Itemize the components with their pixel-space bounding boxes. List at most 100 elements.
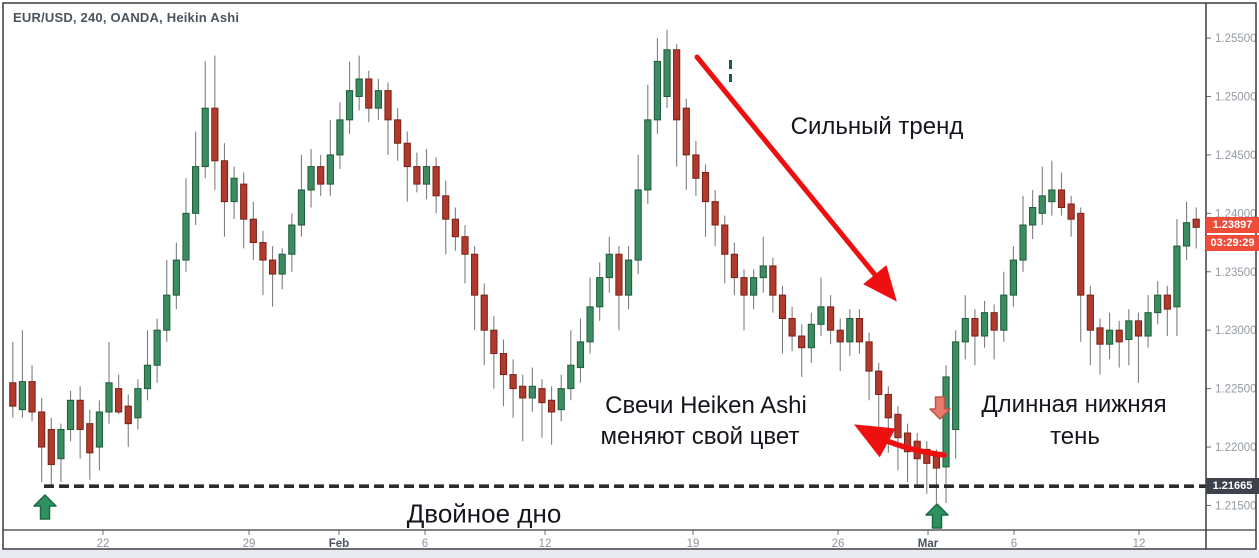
candle [38,411,46,448]
time-tick-label: 6 [1011,538,1017,550]
candle [807,323,815,349]
candle [586,306,594,343]
candle [1154,294,1162,314]
candle [297,189,306,226]
candle [28,381,36,413]
candle [903,432,912,453]
candle [9,382,17,407]
candles-series [9,29,1200,504]
time-tick-label: 29 [243,538,256,550]
time-tick-label: Feb [329,538,349,550]
candle [1000,294,1008,331]
candle [952,341,960,431]
candle [490,329,498,355]
candle [76,399,84,431]
candle [1038,195,1046,214]
long-shadow-label-line2: тень [1050,423,1100,450]
candle [1182,222,1191,247]
candle [663,49,671,97]
candle [1173,245,1181,308]
candle [471,253,479,296]
candle [374,90,383,109]
candle [971,317,979,337]
price-tick-label: 1.23000 [1215,325,1257,337]
candle [817,306,825,325]
strong-trend-label: Сильный тренд [790,113,964,140]
price-tick-label: 1.25000 [1215,91,1257,103]
candle [769,265,777,296]
candle [557,388,565,411]
candle [673,49,681,121]
countdown-badge: 03:29:29 [1206,235,1259,251]
candle [836,329,844,343]
candle [288,224,296,255]
double-bottom-level-badge: 1.21665 [1206,478,1259,494]
candle [355,78,363,97]
candle [249,218,257,244]
candle [788,317,796,337]
candle [826,306,835,331]
candle [336,119,344,156]
candle [942,376,950,468]
candle [1048,189,1056,203]
candle [567,364,575,390]
price-tick-label: 1.22500 [1215,384,1257,396]
candle [1009,259,1017,296]
candle [134,388,142,419]
candle [961,317,969,343]
candle [923,448,931,464]
candle [307,166,315,191]
candle [547,399,556,413]
candle [403,142,411,168]
chart-frame [2,2,1257,550]
candle [365,78,373,109]
candle [95,411,103,448]
price-tick-label: 1.25500 [1215,33,1257,45]
candle [115,388,123,413]
candle [345,90,354,121]
strong-trend-arrow [694,54,897,302]
chart-title: EUR/USD, 240, OANDA, Heikin Ashi [13,10,240,25]
candle [480,294,488,331]
time-tick-label: 19 [687,538,700,550]
time-axis[interactable]: 22 29 Feb 6 12 19 26 Mar 6 12 [97,530,1146,550]
candle [730,253,738,279]
candle [624,259,633,296]
candle [576,341,585,369]
candle [1106,329,1114,345]
candle [711,201,719,226]
color-change-label-line1: Свечи Heiken Ashi [605,392,807,419]
candle [1057,189,1066,208]
candle [519,385,527,399]
candle [1019,224,1027,261]
candle [1067,203,1075,220]
candle [653,60,662,121]
double-bottom-label: Двойное дно [406,498,562,529]
candle [1192,218,1200,228]
buy-arrow-second-bottom [925,503,949,529]
candle [1096,327,1104,345]
candle [740,277,748,296]
candle [220,160,229,203]
candle [798,335,806,349]
candle [894,413,902,439]
candle [163,294,171,331]
candle [105,382,113,413]
current-price-badge: 1.23897 [1206,217,1259,233]
candle [682,107,690,156]
price-axis[interactable]: 1.255001.250001.245001.240001.235001.230… [1206,33,1257,512]
candle [846,317,854,343]
candle [1077,212,1085,296]
candle [1086,294,1094,331]
candle [499,353,508,376]
candle [268,259,277,275]
candle [172,259,180,296]
time-tick-label: 12 [539,538,552,550]
time-tick-label: 22 [97,538,110,550]
candle [18,381,27,411]
color-change-arrow [853,424,947,458]
time-tick-label: 26 [832,538,845,550]
time-tick-label: Mar [918,538,939,550]
